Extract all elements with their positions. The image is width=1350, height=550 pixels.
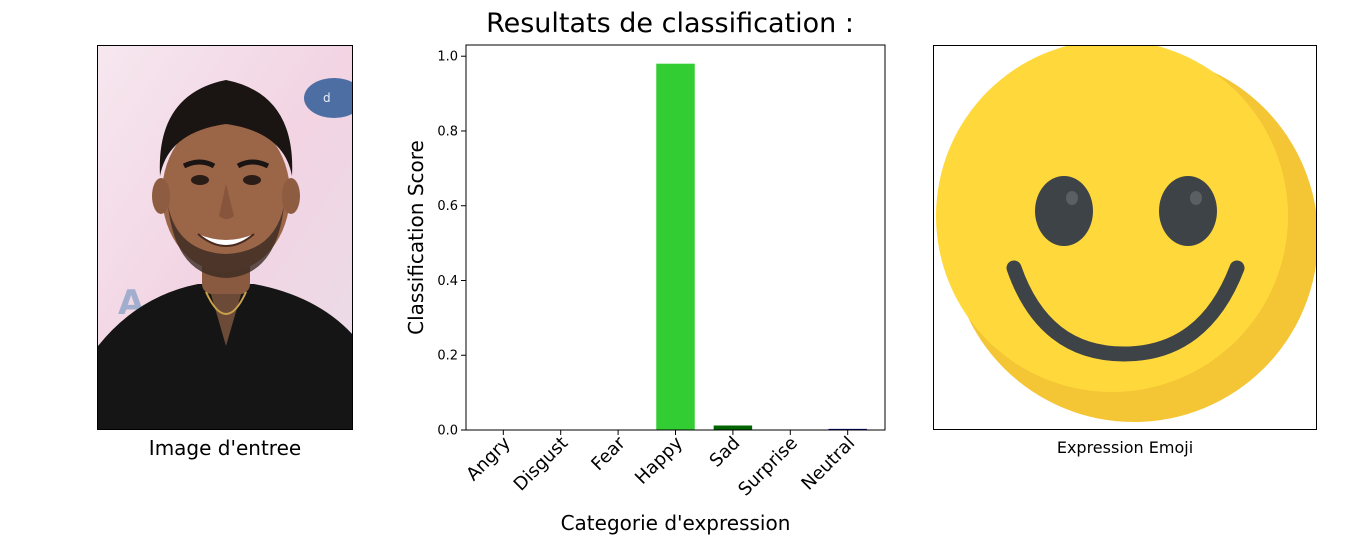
bar-happy xyxy=(656,63,695,430)
y-tick-label: 0.0 xyxy=(437,424,458,439)
y-tick-label: 0.6 xyxy=(437,199,458,214)
emoji-left-eye xyxy=(1035,176,1093,246)
chart-title: Resultats de classification : xyxy=(486,8,854,39)
y-tick-label: 1.0 xyxy=(437,50,458,65)
y-axis-label: Classification Score xyxy=(404,140,428,335)
x-tick-label-fear: Fear xyxy=(587,432,630,475)
x-axis-label: Categorie d'expression xyxy=(561,511,791,535)
bar-sad xyxy=(713,425,753,430)
x-tick-label-angry: Angry xyxy=(462,432,515,485)
emoji-frame xyxy=(933,45,1317,430)
bar-neutral xyxy=(828,428,867,430)
x-tick-label-happy: Happy xyxy=(631,432,687,488)
emoji-right-eye xyxy=(1159,176,1217,246)
x-tick-label-disgust: Disgust xyxy=(510,433,573,496)
y-tick-label: 0.8 xyxy=(437,124,458,139)
x-tick-label-neutral: Neutral xyxy=(797,433,859,495)
x-tick-label-surprise: Surprise xyxy=(734,433,802,501)
emoji-mouth xyxy=(1006,260,1245,362)
svg-text:d: d xyxy=(323,91,331,105)
input-image-caption: Image d'entree xyxy=(148,436,302,460)
x-tick-label-sad: Sad xyxy=(706,433,745,472)
input-image-frame: d A xyxy=(97,45,353,430)
input-portrait-image: d A xyxy=(98,46,352,429)
emoji-face xyxy=(936,46,1288,392)
emoji-caption: Expression Emoji xyxy=(1056,438,1194,457)
y-tick-label: 0.4 xyxy=(437,274,458,289)
y-tick-label: 0.2 xyxy=(437,349,458,364)
smiling-face-icon xyxy=(936,46,1316,422)
